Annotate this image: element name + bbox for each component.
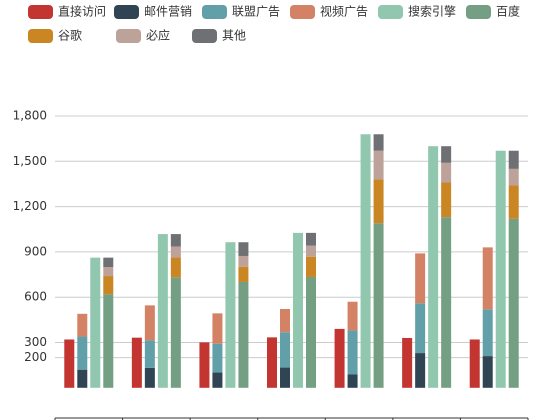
bar — [225, 242, 236, 388]
legend-swatch[interactable] — [28, 5, 53, 19]
y-tick-label: 1,800 — [13, 109, 47, 123]
bar — [280, 308, 290, 333]
bar — [170, 277, 181, 388]
bar — [103, 267, 114, 277]
legend-label[interactable]: 视频广告 — [320, 4, 368, 19]
legend-swatch[interactable] — [202, 5, 227, 19]
bar — [238, 281, 249, 388]
bar — [103, 294, 114, 388]
bar — [415, 353, 426, 388]
y-tick-label: 1,200 — [13, 199, 47, 213]
bar — [306, 232, 316, 246]
bar — [199, 342, 210, 388]
bar — [212, 313, 223, 344]
legend-label[interactable]: 其他 — [222, 29, 246, 43]
legend-swatch[interactable] — [116, 29, 141, 43]
bar — [131, 337, 142, 388]
legend-swatch[interactable] — [466, 5, 491, 19]
bar — [347, 330, 358, 375]
legend-label[interactable]: 直接访问 — [58, 4, 106, 19]
bar — [238, 242, 249, 256]
bar — [415, 253, 426, 304]
bar — [373, 150, 384, 180]
bar — [347, 374, 358, 388]
y-tick-label: 1,500 — [13, 154, 47, 168]
y-tick-label: 900 — [24, 244, 47, 258]
legend-label[interactable]: 邮件营销 — [144, 5, 192, 19]
bar — [267, 337, 277, 388]
y-tick-label: 600 — [24, 290, 47, 304]
bar — [428, 146, 439, 388]
y-tick-label: 200 — [24, 350, 47, 364]
bar — [293, 232, 303, 388]
bar — [103, 257, 114, 267]
bar — [347, 301, 358, 331]
bar — [90, 257, 101, 388]
bar — [402, 337, 413, 388]
bar — [157, 234, 168, 388]
legend-label[interactable]: 百度 — [496, 4, 520, 19]
legend-swatch[interactable] — [114, 5, 139, 19]
bar — [415, 303, 426, 354]
bar — [508, 150, 519, 169]
bar — [495, 150, 506, 388]
bar — [482, 309, 493, 357]
bar — [373, 223, 384, 388]
bar — [170, 246, 181, 258]
legend-swatch[interactable] — [28, 29, 53, 43]
bar — [306, 276, 316, 388]
bar — [373, 134, 384, 151]
bar — [103, 276, 114, 295]
legend-swatch[interactable] — [290, 5, 315, 19]
bar — [508, 185, 519, 219]
bar — [482, 247, 493, 310]
bar — [280, 332, 290, 368]
bar — [469, 339, 480, 388]
bar — [360, 134, 371, 388]
legend-swatch[interactable] — [378, 5, 403, 19]
y-tick-label: 300 — [24, 335, 47, 349]
legend-label[interactable]: 必应 — [146, 28, 170, 43]
bar — [170, 234, 181, 247]
bar — [508, 218, 519, 388]
legend-label[interactable]: 谷歌 — [58, 28, 82, 43]
bar — [77, 313, 88, 337]
bar — [508, 168, 519, 186]
bar — [441, 217, 452, 388]
legend-label[interactable]: 搜索引擎 — [408, 4, 456, 19]
bar — [170, 257, 181, 278]
legend-label[interactable]: 联盟广告 — [232, 5, 280, 19]
bar — [280, 367, 290, 388]
bar — [212, 372, 223, 388]
bar — [441, 182, 452, 218]
bar — [238, 255, 249, 267]
bar — [306, 245, 316, 257]
bar — [77, 336, 88, 370]
bar — [64, 339, 75, 388]
bar — [306, 256, 316, 277]
bar — [77, 369, 88, 388]
bar — [373, 179, 384, 224]
bar — [441, 146, 452, 163]
bar — [441, 162, 452, 183]
bar — [144, 340, 155, 368]
bar — [144, 305, 155, 341]
bar — [212, 343, 223, 373]
bar — [482, 356, 493, 388]
bar — [238, 266, 249, 282]
bar — [144, 367, 155, 388]
legend-swatch[interactable] — [192, 29, 217, 43]
bar — [334, 328, 345, 388]
